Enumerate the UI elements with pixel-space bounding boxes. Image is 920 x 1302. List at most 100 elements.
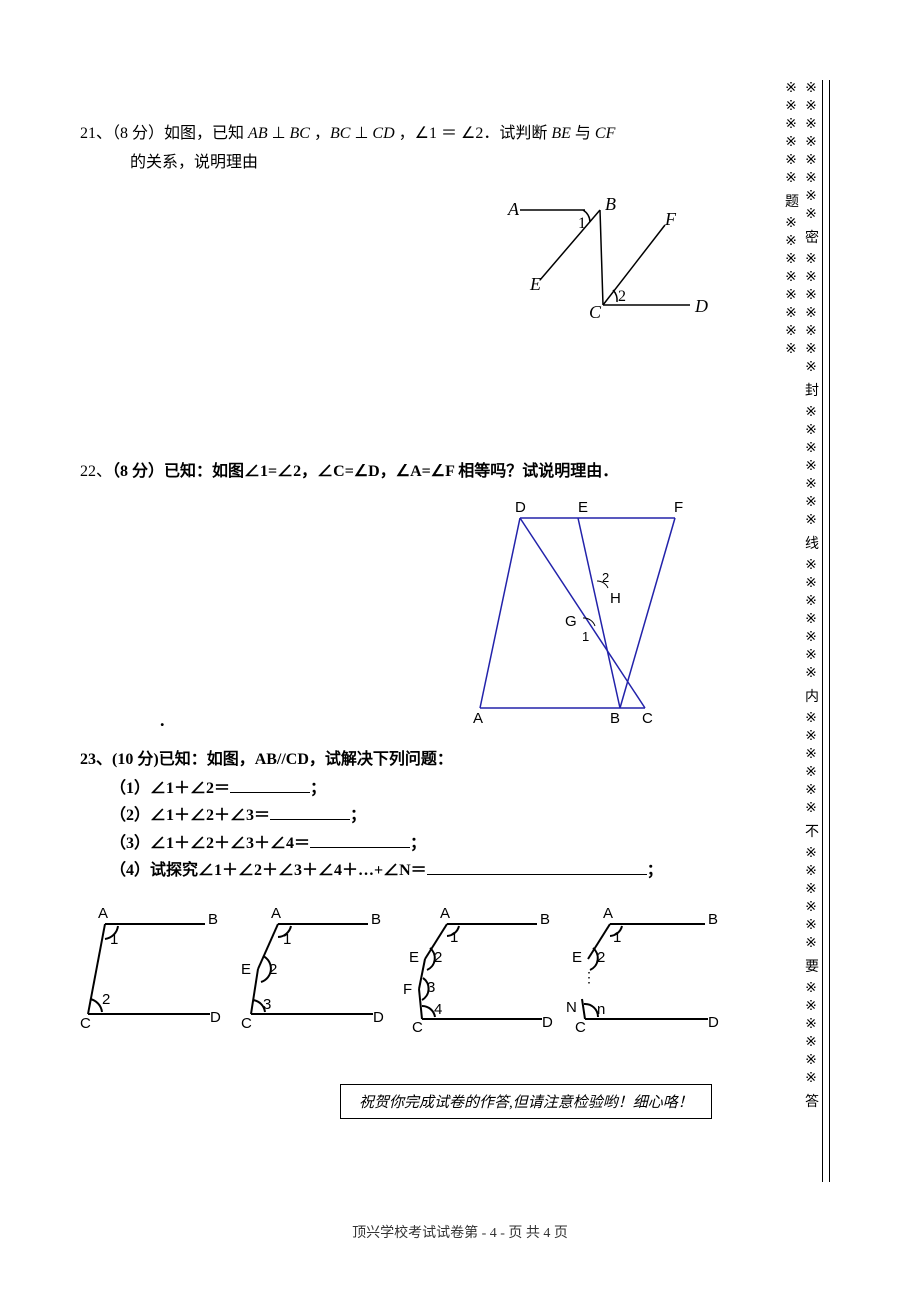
p23-i3-post: ； <box>410 835 426 852</box>
d21-label-F: F <box>664 209 677 229</box>
d231-A: A <box>98 905 108 922</box>
d22-E: E <box>578 499 588 516</box>
problem-22: 22、（8 分）已知：如图∠1=∠2，∠C=∠D，∠A=∠F 相等吗？试说明理由… <box>80 458 720 487</box>
diagram-21-svg: A B E C D F 1 2 <box>500 190 740 340</box>
p21-e4: CD <box>372 125 394 142</box>
p23-i4: （4）试探究∠1＋∠2＋∠3＋∠4＋…+∠N＝； <box>80 857 720 884</box>
d21-label-B: B <box>605 194 616 214</box>
p21-c2: ， <box>395 125 415 142</box>
d21-label-C: C <box>589 302 602 322</box>
problem-22-text: 22、（8 分）已知：如图∠1=∠2，∠C=∠D，∠A=∠F 相等吗？试说明理由… <box>80 458 720 487</box>
d233-E: E <box>409 949 419 966</box>
diagram-23-2: A B E C D 1 2 3 <box>233 904 393 1034</box>
d234-1: 1 <box>613 929 621 946</box>
d233-F: F <box>403 981 412 998</box>
p23-i1: （1）∠1＋∠2＝； <box>80 775 720 802</box>
page-footer: 顶兴学校考试试卷第 - 4 - 页 共 4 页 <box>0 1222 920 1242</box>
d22-A: A <box>473 710 483 727</box>
d232-D: D <box>373 1009 384 1026</box>
diagram-23-1: A B C D 1 2 <box>80 904 230 1034</box>
p23-i2-pre: （2）∠1＋∠2＋∠3＝ <box>110 807 270 824</box>
d21-label-1: 1 <box>578 215 586 232</box>
seal-line-border <box>822 80 830 1182</box>
d22-2: 2 <box>602 570 609 585</box>
p23-i4-post: ； <box>647 862 663 879</box>
page-content: 21、（8 分）如图，已知 AB ⊥ BC ，BC ⊥ CD ，∠1 ＝ ∠2．… <box>80 120 720 1169</box>
problem-23: 23、(10 分)已知：如图，AB//CD，试解决下列问题： （1）∠1＋∠2＝… <box>80 746 720 1119</box>
d234-E: E <box>572 949 582 966</box>
d232-B: B <box>371 911 381 928</box>
blank-1 <box>230 777 310 793</box>
d232-A: A <box>271 905 281 922</box>
diagram-23-3: A B E F C D 1 2 3 4 <box>397 904 557 1034</box>
d232-3: 3 <box>263 996 271 1013</box>
d233-C: C <box>412 1019 423 1034</box>
d22-C: C <box>642 710 653 727</box>
d233-B: B <box>540 911 550 928</box>
d21-label-E: E <box>529 274 541 294</box>
p21-e1: AB <box>248 125 268 142</box>
d234-D: D <box>708 1014 719 1031</box>
p23-i1-pre: （1）∠1＋∠2＝ <box>110 780 230 797</box>
d21-label-A: A <box>507 199 520 219</box>
svg-text:⋮: ⋮ <box>582 971 596 986</box>
d232-E: E <box>241 961 251 978</box>
seal-line-text: ※※※※※※※※ 密 ※※※※※※※ 封 ※※※※※※※ 线 ※※※※※※※ 内… <box>790 80 810 1182</box>
blank-3 <box>310 832 410 848</box>
problem-23-text: 23、(10 分)已知：如图，AB//CD，试解决下列问题： <box>80 746 720 775</box>
p21-e5: BE <box>551 125 571 142</box>
p23-i3-pre: （3）∠1＋∠2＋∠3＋∠4＝ <box>110 835 310 852</box>
p23-t1: 已知：如图，AB//CD，试解决下列问题： <box>159 751 453 768</box>
d234-A: A <box>603 905 613 922</box>
d231-C: C <box>80 1015 91 1032</box>
problem-21-text: 21、（8 分）如图，已知 AB ⊥ BC ，BC ⊥ CD ，∠1 ＝ ∠2．… <box>80 120 720 149</box>
p21-t1: 如图，已知 <box>164 125 248 142</box>
p21-t3: 与 <box>571 125 595 142</box>
d233-D: D <box>542 1014 553 1031</box>
diagram-22: D E F A B C G H 1 2 <box>470 498 700 733</box>
d22-1: 1 <box>582 629 589 644</box>
d233-4: 4 <box>434 1001 442 1018</box>
p23-number: 23、 <box>80 751 112 768</box>
d232-2: 2 <box>269 961 277 978</box>
blank-4 <box>427 859 647 875</box>
d234-B: B <box>708 911 718 928</box>
p21-e3: BC <box>330 125 350 142</box>
p21-c1: ， <box>310 125 330 142</box>
d234-N: N <box>566 999 577 1016</box>
blank-2 <box>270 804 350 820</box>
p21-angeq: ∠1 ＝ ∠2 <box>415 125 484 142</box>
p21-perp2: ⊥ <box>350 125 372 142</box>
d233-2: 2 <box>434 949 442 966</box>
diagrams-23-row: A B C D 1 2 <box>80 904 720 1034</box>
d22-G: G <box>565 613 577 630</box>
p21-perp1: ⊥ <box>268 125 290 142</box>
p22-number: 22、 <box>80 463 112 480</box>
p22-t1: 已知：如图∠1=∠2，∠C=∠D，∠A=∠F 相等吗？试说明理由． <box>164 463 618 480</box>
p23-i3: （3）∠1＋∠2＋∠3＋∠4＝ ； <box>80 830 720 857</box>
p23-i2: （2）∠1＋∠2＋∠3＝； <box>80 802 720 829</box>
p21-number: 21、 <box>80 125 112 142</box>
d234-C: C <box>575 1019 586 1034</box>
d234-2: 2 <box>597 949 605 966</box>
d21-label-D: D <box>694 296 708 316</box>
p21-t2: ．试判断 <box>483 125 551 142</box>
stray-dot: . <box>160 710 165 731</box>
d231-2: 2 <box>102 991 110 1008</box>
d231-D: D <box>210 1009 221 1026</box>
d231-1: 1 <box>110 931 118 948</box>
diagram-21: A B E C D F 1 2 <box>500 190 740 345</box>
diagram-23-4: ⋮ A B E N C D 1 2 n <box>560 904 720 1034</box>
congratulations-box: 祝贺你完成试卷的作答,但请注意检验哟！细心咯！ <box>340 1084 712 1119</box>
p21-e2: BC <box>290 125 310 142</box>
problem-21: 21、（8 分）如图，已知 AB ⊥ BC ，BC ⊥ CD ，∠1 ＝ ∠2．… <box>80 120 720 178</box>
d22-B: B <box>610 710 620 727</box>
d234-n: n <box>597 1001 605 1018</box>
d231-B: B <box>208 911 218 928</box>
p21-line2: 的关系，说明理由 <box>80 149 720 178</box>
d232-1: 1 <box>283 931 291 948</box>
p21-e6: CF <box>595 125 615 142</box>
d232-C: C <box>241 1015 252 1032</box>
p21-points: （8 分） <box>112 125 164 142</box>
p23-points: (10 分) <box>112 751 159 768</box>
